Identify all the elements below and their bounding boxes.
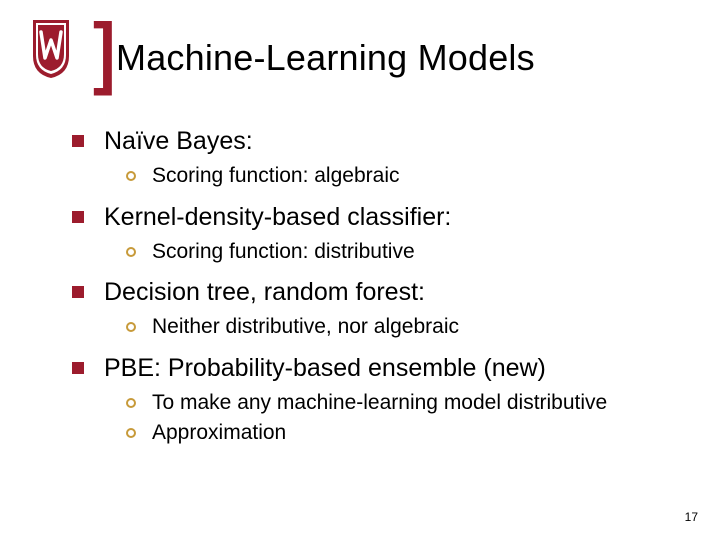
list-subitem-label: Scoring function: algebraic: [152, 163, 399, 189]
list-subitem: To make any machine-learning model distr…: [126, 390, 690, 416]
list-item-label: Naïve Bayes:: [104, 126, 253, 157]
square-bullet-icon: [72, 211, 84, 223]
list-subitem-label: Approximation: [152, 420, 286, 446]
slide-number: 17: [685, 510, 698, 524]
bracket-icon: ]: [93, 12, 116, 92]
list-subitem: Scoring function: algebraic: [126, 163, 690, 189]
slide: ] Machine-Learning Models Naïve Bayes: S…: [0, 0, 720, 540]
list-subitem: Scoring function: distributive: [126, 239, 690, 265]
list-item: Decision tree, random forest:: [72, 277, 690, 308]
square-bullet-icon: [72, 286, 84, 298]
circle-bullet-icon: [126, 247, 136, 257]
list-subitem: Approximation: [126, 420, 690, 446]
list-item-label: PBE: Probability-based ensemble (new): [104, 353, 546, 384]
circle-bullet-icon: [126, 398, 136, 408]
list-item: Kernel-density-based classifier:: [72, 202, 690, 233]
list-item: Naïve Bayes:: [72, 126, 690, 157]
circle-bullet-icon: [126, 428, 136, 438]
content: Naïve Bayes: Scoring function: algebraic…: [30, 126, 690, 446]
list-item-label: Kernel-density-based classifier:: [104, 202, 451, 233]
page-title: Machine-Learning Models: [116, 37, 535, 79]
list-subitem-label: To make any machine-learning model distr…: [152, 390, 607, 416]
square-bullet-icon: [72, 135, 84, 147]
logo: ]: [30, 18, 94, 98]
square-bullet-icon: [72, 362, 84, 374]
list-item-label: Decision tree, random forest:: [104, 277, 425, 308]
list-subitem: Neither distributive, nor algebraic: [126, 314, 690, 340]
circle-bullet-icon: [126, 171, 136, 181]
circle-bullet-icon: [126, 322, 136, 332]
header: ] Machine-Learning Models: [30, 18, 690, 98]
list-subitem-label: Scoring function: distributive: [152, 239, 415, 265]
list-item: PBE: Probability-based ensemble (new): [72, 353, 690, 384]
uw-crest-icon: [30, 18, 72, 80]
list-subitem-label: Neither distributive, nor algebraic: [152, 314, 459, 340]
